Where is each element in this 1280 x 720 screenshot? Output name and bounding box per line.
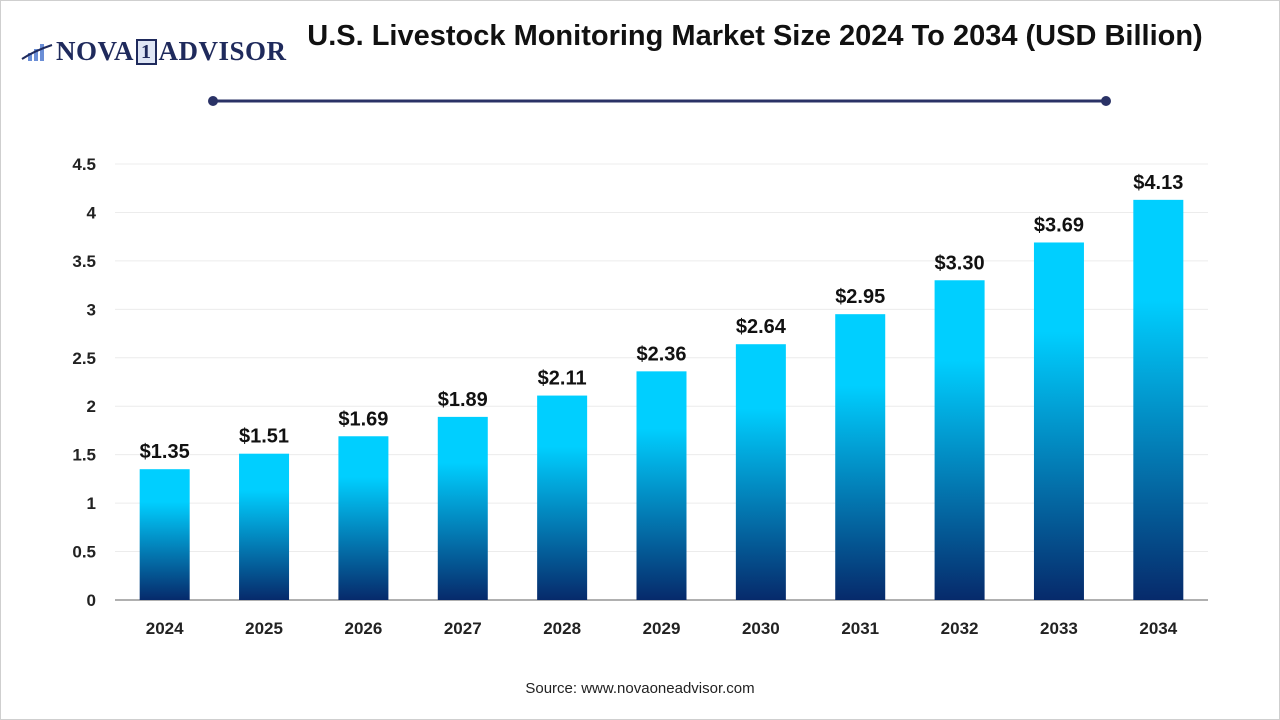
y-tick-label: 0.5 xyxy=(72,543,96,562)
y-tick-label: 2 xyxy=(87,397,96,416)
logo-bars-icon xyxy=(21,43,53,61)
data-label: $1.89 xyxy=(438,389,488,411)
y-tick-label: 4 xyxy=(87,203,97,222)
x-tick-label: 2026 xyxy=(344,619,382,638)
y-tick-label: 1.5 xyxy=(72,446,96,465)
logo-text-nova: NOVA xyxy=(56,36,135,66)
bar-2034 xyxy=(1133,199,1184,601)
bar-2024 xyxy=(139,469,190,600)
y-tick-label: 0 xyxy=(87,591,96,610)
y-tick-label: 3 xyxy=(87,300,96,319)
x-tick-label: 2032 xyxy=(941,619,979,638)
x-tick-label: 2029 xyxy=(643,619,681,638)
y-tick-label: 1 xyxy=(87,494,96,513)
data-label: $2.64 xyxy=(736,316,787,338)
y-tick-label: 2.5 xyxy=(72,349,96,368)
title-rule-dot-right xyxy=(1101,96,1111,106)
y-tick-label: 3.5 xyxy=(72,252,96,271)
x-tick-label: 2027 xyxy=(444,619,482,638)
data-label: $2.11 xyxy=(538,368,587,390)
data-label: $1.51 xyxy=(239,426,289,448)
data-label: $2.95 xyxy=(835,286,885,308)
data-label: $1.69 xyxy=(338,408,388,430)
bar-2025 xyxy=(239,453,290,600)
x-tick-label: 2025 xyxy=(245,619,283,638)
bar-2032 xyxy=(934,280,985,600)
data-label: $1.35 xyxy=(140,441,190,463)
bar-2026 xyxy=(338,436,389,600)
logo-text-advisor: ADVISOR xyxy=(158,36,287,66)
x-tick-label: 2030 xyxy=(742,619,780,638)
data-label: $3.69 xyxy=(1034,214,1084,236)
data-label: $3.30 xyxy=(935,252,985,274)
x-tick-label: 2031 xyxy=(841,619,879,638)
bar-2030 xyxy=(735,344,786,600)
logo: NOVA 1 ADVISOR xyxy=(20,36,287,67)
bar-2028 xyxy=(537,395,588,600)
x-tick-label: 2034 xyxy=(1139,619,1177,638)
x-tick-label: 2024 xyxy=(146,619,184,638)
bar-2027 xyxy=(437,416,488,600)
data-label: $2.36 xyxy=(636,343,686,365)
bar-2029 xyxy=(636,371,687,600)
logo-text-one: 1 xyxy=(136,38,157,65)
data-label: $4.13 xyxy=(1133,172,1183,194)
bar-2033 xyxy=(1033,242,1084,601)
y-tick-label: 4.5 xyxy=(72,155,96,174)
x-tick-label: 2033 xyxy=(1040,619,1078,638)
title-rule-dot-left xyxy=(208,96,218,106)
x-tick-label: 2028 xyxy=(543,619,581,638)
chart-title: U.S. Livestock Monitoring Market Size 20… xyxy=(307,20,1203,52)
source-note: Source: www.novaoneadvisor.com xyxy=(525,680,755,697)
bar-2031 xyxy=(835,314,886,600)
